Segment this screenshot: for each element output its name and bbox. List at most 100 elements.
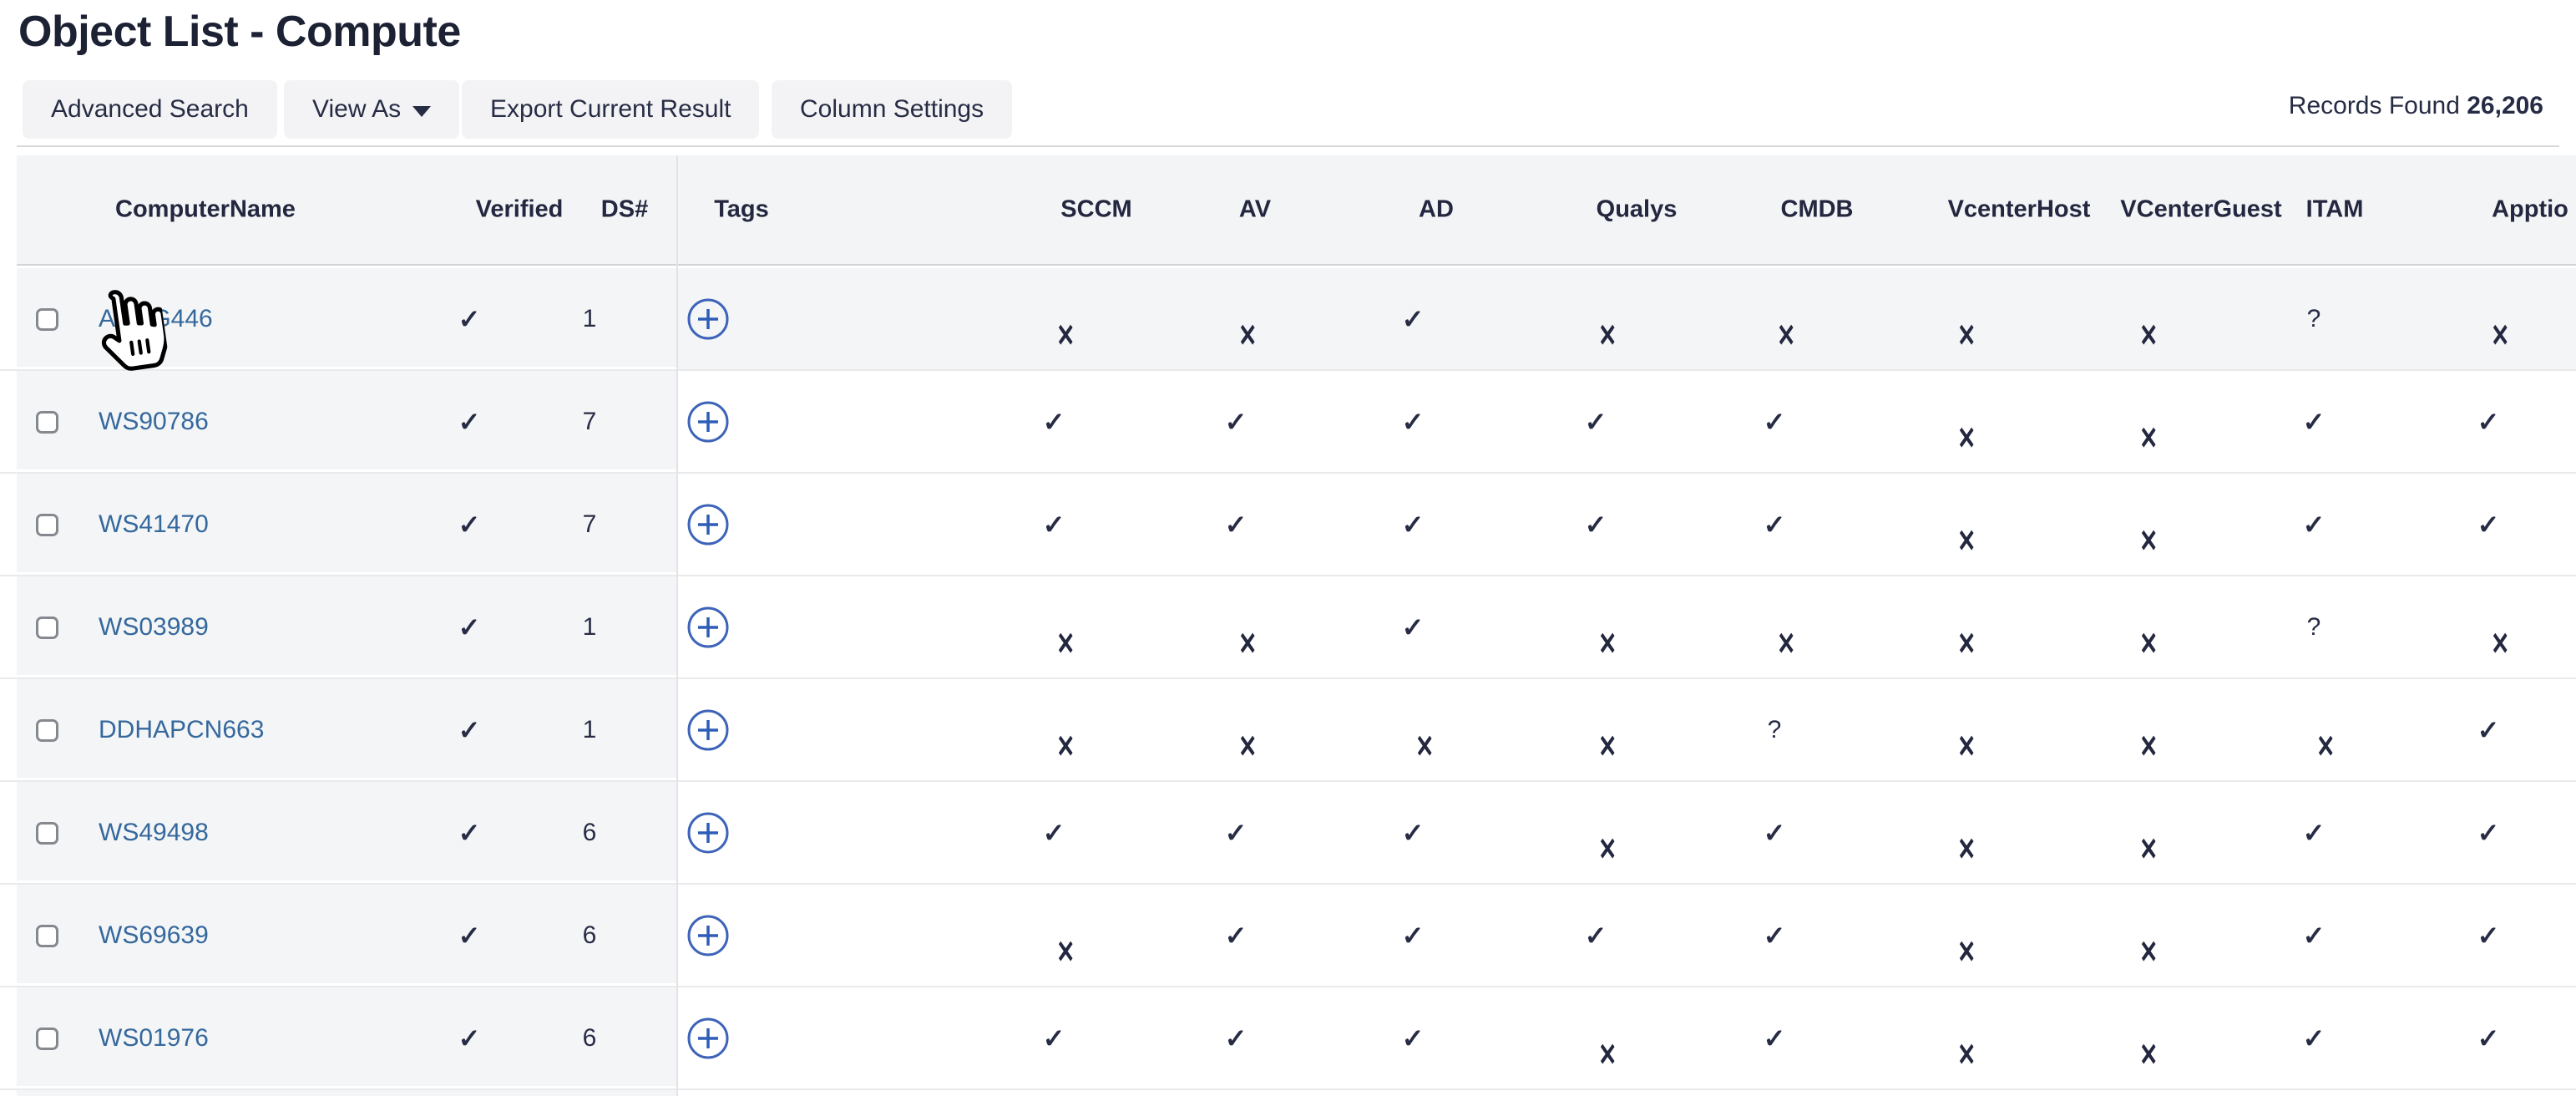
av-status: ✕ bbox=[1238, 626, 1258, 662]
vcenterhost-status: ✕ bbox=[1957, 626, 1976, 662]
verified-status: ✓ bbox=[458, 920, 481, 951]
row-checkbox[interactable] bbox=[36, 308, 58, 331]
export-current-result-button[interactable]: Export Current Result bbox=[462, 80, 760, 139]
vcenterguest-status: ✕ bbox=[2139, 831, 2158, 867]
advanced-search-label: Advanced Search bbox=[51, 95, 249, 123]
qualys-status: ✓ bbox=[1584, 920, 1607, 951]
column-header-cmdb: CMDB bbox=[1780, 195, 1854, 223]
row-checkbox[interactable] bbox=[36, 1028, 58, 1050]
itam-status: ? bbox=[2306, 612, 2321, 641]
sccm-status: ✓ bbox=[1042, 817, 1065, 848]
verified-status: ✓ bbox=[458, 1022, 481, 1053]
pointer-hand-cursor bbox=[101, 290, 169, 371]
ds-count: 6 bbox=[582, 1023, 597, 1052]
itam-status: ✓ bbox=[2302, 1022, 2325, 1053]
av-status: ✓ bbox=[1224, 509, 1248, 540]
row-checkbox[interactable] bbox=[36, 822, 58, 845]
vcenterguest-status: ✕ bbox=[2139, 728, 2158, 764]
qualys-status: ✕ bbox=[1598, 831, 1617, 867]
ds-count: 7 bbox=[582, 510, 597, 538]
vcenterhost-status: ✕ bbox=[1957, 728, 1976, 764]
plus-circle-icon bbox=[687, 504, 729, 545]
plus-circle-icon bbox=[687, 1017, 729, 1058]
frozen-columns-background bbox=[17, 679, 676, 780]
add-tag-button[interactable] bbox=[686, 1017, 730, 1060]
vcenterhost-status: ✕ bbox=[1957, 420, 1976, 456]
computer-name-link[interactable]: WS41470 bbox=[99, 510, 209, 538]
add-tag-button[interactable] bbox=[686, 708, 730, 752]
plus-circle-icon bbox=[687, 812, 729, 853]
records-found-label: Records Found bbox=[2288, 92, 2460, 119]
ad-status: ✓ bbox=[1401, 406, 1425, 437]
table-rows: ANCG446✓1✕✕✓✕✕✕✕?✕WS90786✓7✓✓✓✓✓✕✕✓✓WS41… bbox=[0, 268, 2576, 1090]
cmdb-status: ✕ bbox=[1777, 317, 1796, 353]
apptio-status: ✓ bbox=[2477, 817, 2500, 848]
plus-circle-icon bbox=[687, 298, 729, 339]
add-tag-button[interactable] bbox=[686, 914, 730, 957]
plus-circle-icon bbox=[687, 709, 729, 750]
ad-status: ✓ bbox=[1401, 1022, 1425, 1053]
computer-name-link[interactable]: WS03989 bbox=[99, 612, 209, 641]
apptio-status: ✓ bbox=[2477, 509, 2500, 540]
ds-count: 1 bbox=[582, 715, 597, 743]
frozen-columns-background bbox=[17, 474, 676, 575]
add-tag-button[interactable] bbox=[686, 400, 730, 444]
sccm-status: ✕ bbox=[1056, 934, 1075, 970]
vcenterguest-status: ✕ bbox=[2139, 1037, 2158, 1073]
computer-name-link[interactable]: WS69639 bbox=[99, 921, 209, 949]
cmdb-status: ✕ bbox=[1777, 626, 1796, 662]
add-tag-button[interactable] bbox=[686, 606, 730, 649]
row-checkbox[interactable] bbox=[36, 411, 58, 434]
computer-name-link[interactable]: DDHAPCN663 bbox=[99, 715, 265, 743]
vcenterhost-status: ✕ bbox=[1957, 934, 1976, 970]
verified-status: ✓ bbox=[458, 817, 481, 848]
plus-circle-icon bbox=[687, 915, 729, 956]
computer-name-link[interactable]: WS90786 bbox=[99, 407, 209, 435]
apptio-status: ✕ bbox=[2491, 626, 2510, 662]
ds-count: 6 bbox=[582, 818, 597, 846]
av-status: ✓ bbox=[1224, 1022, 1248, 1053]
records-found: Records Found 26,206 bbox=[2289, 92, 2543, 120]
qualys-status: ✕ bbox=[1598, 317, 1617, 353]
verified-status: ✓ bbox=[458, 611, 481, 642]
frozen-columns-background bbox=[17, 782, 676, 883]
add-tag-button[interactable] bbox=[686, 503, 730, 546]
verified-status: ✓ bbox=[458, 714, 481, 745]
frozen-column-divider bbox=[676, 155, 678, 1096]
row-checkbox[interactable] bbox=[36, 514, 58, 536]
itam-status: ✓ bbox=[2302, 406, 2325, 437]
vcenterhost-status: ✕ bbox=[1957, 1037, 1976, 1073]
add-tag-button[interactable] bbox=[686, 811, 730, 855]
view-as-button[interactable]: View As bbox=[284, 80, 460, 139]
add-tag-button[interactable] bbox=[686, 297, 730, 341]
sccm-status: ✕ bbox=[1056, 728, 1075, 764]
column-settings-button[interactable]: Column Settings bbox=[772, 80, 1013, 139]
vcenterguest-status: ✕ bbox=[2139, 317, 2158, 353]
frozen-columns-background bbox=[17, 371, 676, 472]
export-label: Export Current Result bbox=[490, 95, 731, 123]
table-header: ComputerName Verified DS# Tags SCCM AV AD Qualy… bbox=[17, 155, 2576, 266]
ad-status: ✓ bbox=[1401, 611, 1425, 642]
computer-name-link[interactable]: WS01976 bbox=[99, 1023, 209, 1052]
computer-name-link[interactable]: WS49498 bbox=[99, 818, 209, 846]
row-checkbox[interactable] bbox=[36, 925, 58, 947]
vcenterguest-status: ✕ bbox=[2139, 420, 2158, 456]
apptio-status: ✓ bbox=[2477, 920, 2500, 951]
column-header-vcenterhost: VcenterHost bbox=[1947, 195, 2091, 223]
cmdb-status: ✓ bbox=[1763, 1022, 1786, 1053]
av-status: ✕ bbox=[1238, 317, 1258, 353]
verified-status: ✓ bbox=[458, 509, 481, 540]
records-found-value: 26,206 bbox=[2467, 92, 2543, 119]
table-row: WS03989 ✓ 1 ✕ ✕ ✓ ✕ ✕ ✕ ✕? ✕ bbox=[0, 576, 2576, 679]
vcenterguest-status: ✕ bbox=[2139, 523, 2158, 559]
row-checkbox[interactable] bbox=[36, 719, 58, 742]
column-header-apptio: Apptio bbox=[2492, 195, 2568, 223]
row-checkbox[interactable] bbox=[36, 616, 58, 639]
frozen-columns-background bbox=[17, 576, 676, 677]
column-header-qualys: Qualys bbox=[1596, 195, 1678, 223]
ad-status: ✕ bbox=[1415, 728, 1435, 764]
advanced-search-button[interactable]: Advanced Search bbox=[23, 80, 277, 139]
column-header-itam: ITAM bbox=[2305, 195, 2364, 223]
sccm-status: ✓ bbox=[1042, 406, 1065, 437]
